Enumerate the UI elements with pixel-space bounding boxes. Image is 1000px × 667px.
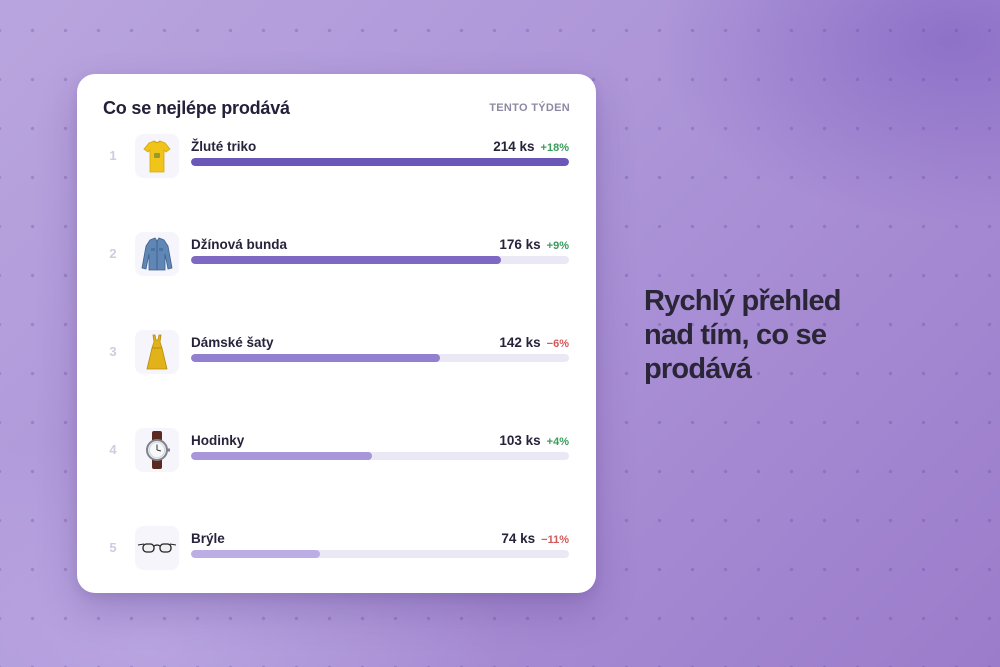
sales-change: +9% — [546, 240, 569, 252]
sales-quantity: 74 ks — [501, 531, 536, 546]
list-item[interactable]: 5 Brýle 74 ks −11% — [77, 526, 596, 576]
product-name: Žluté triko — [191, 139, 257, 154]
list-item[interactable]: 2 Džínová bunda 176 ks +9% — [77, 232, 596, 282]
sales-progress-bar — [191, 354, 441, 362]
rank-number: 4 — [109, 442, 117, 457]
sales-change: −11% — [541, 534, 569, 546]
headline: Rychlý přehled nad tím, co se prodává — [644, 285, 842, 385]
sales-change: +18% — [540, 142, 569, 154]
sales-progress-bar — [191, 158, 569, 166]
denim-jacket-icon — [135, 232, 179, 276]
best-sellers-card: Co se nejlépe prodává TENTO TÝDEN 1 Žlut… — [77, 74, 596, 593]
rank-number: 1 — [109, 148, 117, 163]
sales-progress-track — [191, 550, 569, 558]
sales-stats: 74 ks −11% — [501, 531, 569, 546]
sales-stats: 214 ks +18% — [493, 139, 569, 154]
card-title: Co se nejlépe prodává — [103, 98, 290, 118]
sales-progress-track — [191, 256, 569, 264]
list-item[interactable]: 1 Žluté triko 214 ks +18% — [77, 134, 596, 184]
sales-stats: 176 ks +9% — [499, 237, 569, 252]
rank-number: 5 — [109, 540, 117, 555]
sales-quantity: 142 ks — [499, 335, 541, 350]
sales-change: +4% — [546, 436, 569, 448]
sales-progress-bar — [191, 550, 320, 558]
sales-stats: 103 ks +4% — [499, 433, 569, 448]
sales-progress-track — [191, 354, 569, 362]
rank-number: 3 — [109, 344, 117, 359]
product-name: Brýle — [191, 531, 225, 546]
yellow-tshirt-icon — [135, 134, 179, 178]
sales-progress-track — [191, 158, 569, 166]
list-item[interactable]: 3 Dámské šaty 142 ks −6% — [77, 330, 596, 380]
rank-number: 2 — [109, 246, 117, 261]
sales-progress-bar — [191, 452, 373, 460]
list-item[interactable]: 4 Hodinky 103 ks +4% — [77, 428, 596, 478]
sales-progress-track — [191, 452, 569, 460]
sales-quantity: 214 ks — [493, 139, 535, 154]
sales-progress-bar — [191, 256, 501, 264]
product-name: Hodinky — [191, 433, 245, 448]
product-name: Džínová bunda — [191, 237, 288, 252]
watch-icon — [135, 428, 179, 472]
glasses-icon — [135, 526, 179, 570]
product-name: Dámské šaty — [191, 335, 274, 350]
sales-quantity: 103 ks — [499, 433, 541, 448]
sales-quantity: 176 ks — [499, 237, 541, 252]
sales-stats: 142 ks −6% — [499, 335, 569, 350]
dress-icon — [135, 330, 179, 374]
period-filter[interactable]: TENTO TÝDEN — [489, 102, 570, 114]
sales-change: −6% — [546, 338, 569, 350]
